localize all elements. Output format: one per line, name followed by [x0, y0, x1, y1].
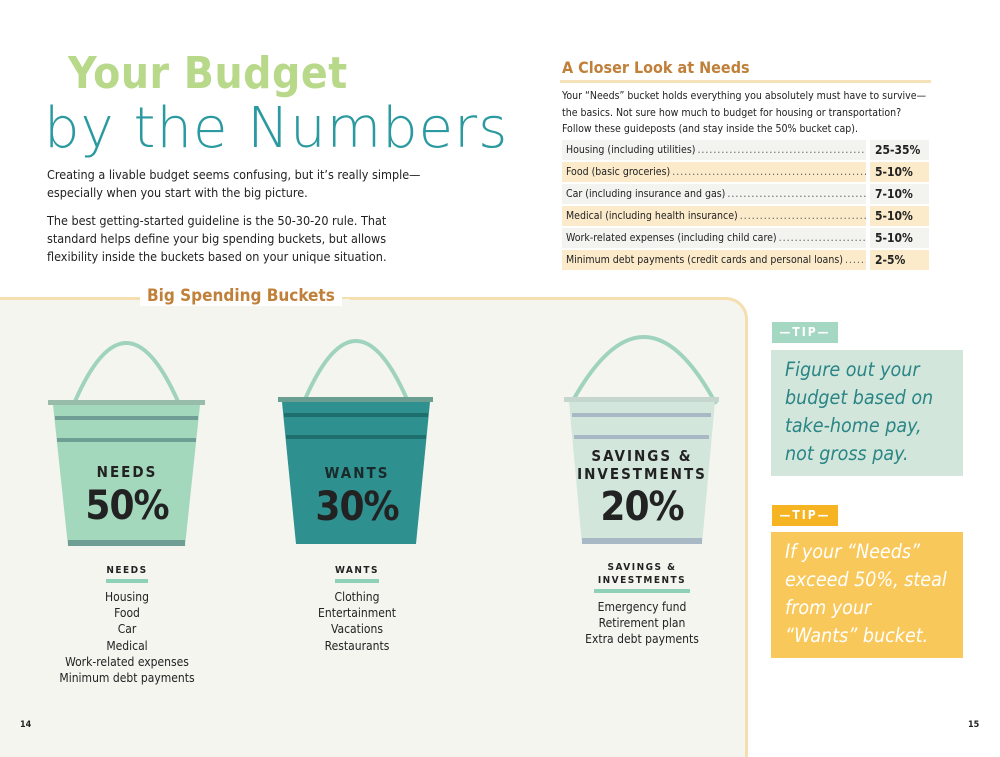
- table-row: Housing (including utilities)...........…: [562, 139, 929, 161]
- row-value: 5-10%: [870, 206, 929, 226]
- list-title: WANTS: [334, 564, 380, 583]
- needs-guideline-table: Housing (including utilities)...........…: [562, 139, 929, 271]
- list-item: Vacations: [331, 622, 383, 637]
- table-row: Medical (including health insurance)....…: [562, 205, 929, 227]
- buckets-illustration: [48, 335, 719, 546]
- wants-list: WANTS Clothing Entertainment Vacations R…: [257, 561, 457, 654]
- tip-box: Figure out your budget based on take-hom…: [771, 350, 963, 476]
- closer-look-text: Your “Needs” bucket holds everything you…: [562, 90, 927, 135]
- list-item: Clothing: [334, 590, 380, 604]
- table-row: Car (including insurance and gas).......…: [562, 183, 929, 205]
- savings-bucket-icon: [564, 335, 719, 544]
- savings-bucket-label: SAVINGS & INVESTMENTS: [577, 447, 707, 483]
- row-label: Medical (including health insurance): [566, 210, 738, 222]
- page-title-line1: Your Budget: [68, 48, 348, 99]
- list-item: Restaurants: [324, 638, 390, 653]
- list-item: Food: [114, 606, 140, 621]
- tip-box: If your “Needs” exceed 50%, steal from y…: [771, 532, 963, 658]
- wants-bucket-percent: 30%: [315, 484, 399, 530]
- table-row: Food (basic groceries)..................…: [562, 161, 929, 183]
- page-title-line2: by the Numbers: [44, 96, 509, 161]
- savings-bucket-percent: 20%: [600, 484, 684, 530]
- wants-bucket-icon: [278, 339, 433, 544]
- row-value: 7-10%: [870, 184, 929, 204]
- list-title: SAVINGS & INVESTMENTS: [594, 561, 690, 593]
- heading-divider: [560, 80, 931, 83]
- row-value: 5-10%: [870, 228, 929, 248]
- buckets-heading: Big Spending Buckets: [140, 286, 342, 306]
- intro-paragraph: Creating a livable budget seems confusin…: [47, 167, 421, 200]
- page-number-right: 15: [968, 720, 980, 730]
- row-label: Minimum debt payments (credit cards and …: [566, 254, 843, 266]
- row-label: Food (basic groceries): [566, 166, 671, 178]
- page-number-left: 14: [20, 720, 32, 730]
- row-label: Car (including insurance and gas): [566, 188, 726, 200]
- row-label: Work-related expenses (including child c…: [566, 232, 777, 244]
- list-item: Retirement plan: [598, 616, 686, 631]
- wants-bucket-label: WANTS: [324, 464, 390, 482]
- list-item: Emergency fund: [597, 600, 687, 614]
- table-row: Work-related expenses (including child c…: [562, 227, 929, 249]
- needs-bucket-icon: [48, 341, 205, 546]
- list-item: Medical: [106, 638, 148, 653]
- list-item: Housing: [105, 590, 149, 604]
- list-item: Extra debt payments: [585, 632, 699, 647]
- needs-bucket-percent: 50%: [85, 483, 169, 529]
- row-value: 2-5%: [870, 250, 929, 270]
- list-item: Car: [117, 622, 137, 637]
- row-value: 25-35%: [870, 140, 929, 160]
- needs-list: NEEDS Housing Food Car Medical Work-rela…: [27, 561, 227, 686]
- list-title: NEEDS: [106, 564, 148, 583]
- tip-label: —TIP—: [772, 505, 838, 526]
- list-item: Entertainment: [318, 606, 396, 621]
- table-row: Minimum debt payments (credit cards and …: [562, 249, 929, 271]
- row-label: Housing (including utilities): [566, 144, 696, 156]
- intro-paragraph: The best getting-started guideline is th…: [47, 213, 387, 264]
- savings-list: SAVINGS & INVESTMENTS Emergency fund Ret…: [542, 561, 742, 648]
- needs-bucket-label: NEEDS: [96, 463, 158, 481]
- closer-look-heading: A Closer Look at Needs: [562, 58, 750, 77]
- list-item: Minimum debt payments: [59, 671, 195, 686]
- row-value: 5-10%: [870, 162, 929, 182]
- tip-label: —TIP—: [772, 322, 838, 343]
- list-item: Work-related expenses: [65, 654, 189, 669]
